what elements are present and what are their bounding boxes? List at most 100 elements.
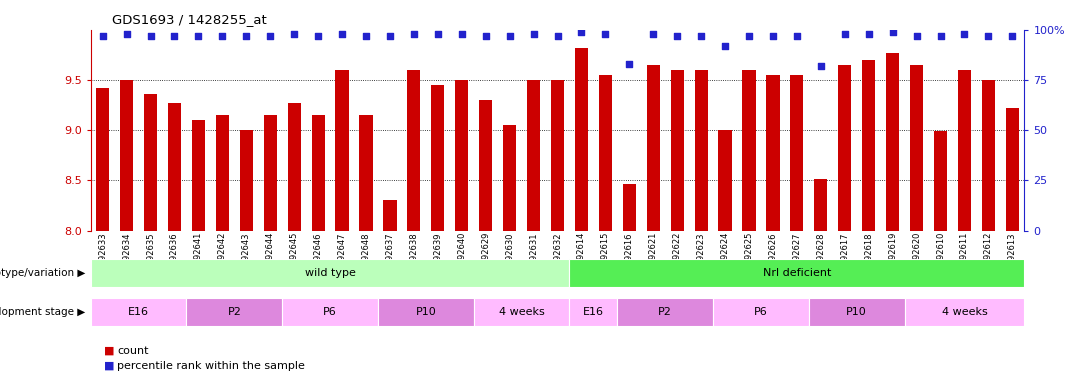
Text: genotype/variation ▶: genotype/variation ▶ <box>0 268 85 278</box>
Point <box>764 33 781 39</box>
Bar <box>766 75 780 231</box>
Point <box>931 33 949 39</box>
Point <box>837 31 854 37</box>
Bar <box>599 75 612 231</box>
Bar <box>551 80 564 231</box>
Point <box>213 33 230 39</box>
Bar <box>862 60 875 231</box>
Bar <box>809 298 905 326</box>
Text: count: count <box>117 346 149 355</box>
Bar <box>120 80 133 231</box>
Bar <box>905 298 1024 326</box>
Point <box>573 29 590 35</box>
Bar <box>743 70 755 231</box>
Text: E16: E16 <box>128 307 149 317</box>
Point <box>596 31 614 37</box>
Text: ■: ■ <box>103 346 114 355</box>
Bar <box>886 53 899 231</box>
Point <box>692 33 710 39</box>
Bar <box>814 180 827 231</box>
Point <box>525 31 542 37</box>
Bar <box>713 298 809 326</box>
Bar <box>479 100 492 231</box>
Bar <box>288 103 301 231</box>
Bar <box>431 85 444 231</box>
Point <box>405 31 423 37</box>
Bar <box>456 80 468 231</box>
Point <box>548 33 566 39</box>
Bar <box>958 70 971 231</box>
Point <box>860 31 877 37</box>
Point <box>956 31 973 37</box>
Point <box>789 33 806 39</box>
Bar <box>982 80 996 231</box>
Point <box>885 29 902 35</box>
Point <box>94 33 111 39</box>
Text: 4 weeks: 4 weeks <box>498 307 544 317</box>
Bar <box>192 120 205 231</box>
Text: ■: ■ <box>103 361 114 370</box>
Point <box>980 33 997 39</box>
Bar <box>671 70 684 231</box>
Point <box>644 31 662 37</box>
Bar <box>144 94 157 231</box>
Bar <box>264 115 276 231</box>
Bar <box>187 298 282 326</box>
Bar <box>618 298 713 326</box>
Bar <box>383 200 397 231</box>
Point <box>621 61 638 67</box>
Bar <box>1006 108 1019 231</box>
Bar <box>647 65 659 231</box>
Bar <box>503 125 516 231</box>
Point <box>453 31 471 37</box>
Bar <box>360 115 372 231</box>
Point <box>717 43 734 49</box>
Bar <box>839 65 851 231</box>
Text: percentile rank within the sample: percentile rank within the sample <box>117 361 305 370</box>
Bar <box>695 70 707 231</box>
Point <box>142 33 159 39</box>
Text: P6: P6 <box>754 307 768 317</box>
Point <box>1004 33 1021 39</box>
Bar <box>312 115 324 231</box>
Bar <box>623 184 636 231</box>
Text: development stage ▶: development stage ▶ <box>0 307 85 317</box>
Point <box>357 33 375 39</box>
Bar <box>91 298 187 326</box>
Point <box>166 33 184 39</box>
Bar <box>91 259 570 287</box>
Text: P2: P2 <box>658 307 672 317</box>
Bar <box>335 70 349 231</box>
Point <box>501 33 519 39</box>
Bar <box>282 298 378 326</box>
Point <box>812 63 829 69</box>
Point <box>309 33 327 39</box>
Bar <box>934 131 947 231</box>
Bar <box>718 130 732 231</box>
Bar <box>378 298 474 326</box>
Point <box>118 31 136 37</box>
Point <box>381 33 398 39</box>
Bar <box>240 130 253 231</box>
Point <box>238 33 255 39</box>
Text: P6: P6 <box>323 307 337 317</box>
Bar <box>575 48 588 231</box>
Point <box>429 31 446 37</box>
Text: E16: E16 <box>583 307 604 317</box>
Bar <box>527 80 540 231</box>
Point <box>190 33 207 39</box>
Text: P2: P2 <box>227 307 241 317</box>
Text: P10: P10 <box>846 307 867 317</box>
Bar <box>168 103 181 231</box>
Point <box>477 33 494 39</box>
Point <box>261 33 278 39</box>
Bar <box>791 75 803 231</box>
Text: P10: P10 <box>415 307 436 317</box>
Text: 4 weeks: 4 weeks <box>941 307 987 317</box>
Bar <box>96 88 109 231</box>
Bar <box>408 70 420 231</box>
Point <box>908 33 925 39</box>
Bar <box>570 259 1024 287</box>
Bar <box>216 115 229 231</box>
Bar <box>570 298 618 326</box>
